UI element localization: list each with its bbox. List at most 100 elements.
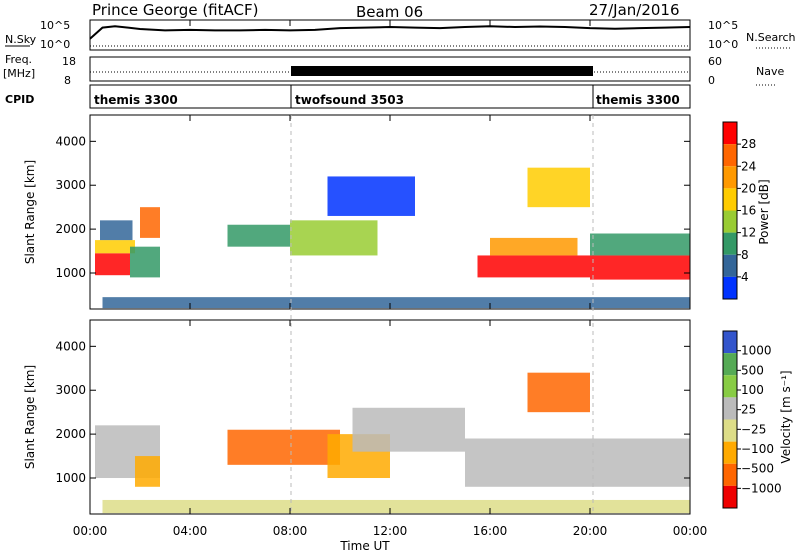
velocity-colorbar: 1000 500 100 25 −25 −100 −500 −1000 [722,330,782,509]
power-region-5 [227,224,290,247]
velocity-colorbar-swatch-1 [723,353,737,376]
power-colorbar-swatch-4 [723,210,737,233]
x-axis-label: Time UT [339,539,390,553]
velocity-colorbar-swatch-4 [723,419,737,442]
cpid-panel: CPID themis 3300 twofsound 3503 themis 3… [5,84,691,109]
x-tick-label-5: 20:00 [573,524,608,538]
x-tick-label-2: 08:00 [273,524,308,538]
power-colorbar-swatch-5 [723,232,737,255]
beam-title: Beam 06 [356,3,423,21]
velocity-region-1 [135,456,160,487]
power-region-3 [140,207,160,238]
power-region-4 [130,246,160,278]
x-tick-label-1: 04:00 [173,524,208,538]
power-region-12 [527,167,590,208]
power-colorbar-tick-label-6: 4 [741,270,749,284]
power-region-13 [102,297,690,309]
cpid-segment-3: themis 3300 [596,93,680,107]
power-y-label: Slant Range [km] [23,160,37,264]
cpid-segment-2: twofsound 3503 [295,93,404,107]
velocity-colorbar-swatch-0 [723,331,737,354]
power-ytick-label-0: 1000 [55,266,86,280]
power-colorbar: 28 24 20 16 12 8 4 [722,121,756,300]
power-ytick-label-1: 2000 [55,222,86,236]
velocity-colorbar-label: Velocity [m s⁻¹] [779,370,793,463]
power-panel: 1000 2000 3000 4000 Slant Range [km] 28 24 20… [23,114,771,310]
velocity-region-4 [352,407,465,452]
freq-label-line1: Freq. [5,53,32,66]
velocity-colorbar-swatch-6 [723,463,737,486]
power-colorbar-tick-label-0: 28 [741,137,756,151]
velocity-colorbar-tick-label-2: 100 [741,383,764,397]
frequency-panel-frame [89,56,691,82]
noise-search-label: N.Search [746,31,796,44]
cpid-label: CPID [5,93,34,106]
velocity-region-5 [465,438,690,487]
velocity-ytick-label-3: 4000 [55,339,86,353]
power-colorbar-swatch-2 [723,166,737,189]
power-colorbar-tick-label-2: 20 [741,181,756,195]
power-region-10 [590,255,690,280]
freq-right-top-tick: 60 [708,55,722,68]
velocity-ytick-label-2: 3000 [55,383,86,397]
x-tick-label-6: 00:00 [673,524,708,538]
power-region-7 [327,176,415,216]
date-title: 27/Jan/2016 [589,1,680,19]
power-colorbar-label: Power [dB] [757,179,771,244]
cpid-panel-frame [89,84,691,109]
station-title: Prince George (fitACF) [92,1,258,19]
power-colorbar-tick-label-4: 12 [741,226,756,240]
velocity-colorbar-tick-label-7: −1000 [741,481,782,495]
velocity-colorbar-tick-label-3: 25 [741,403,756,417]
velocity-colorbar-frame [722,330,738,509]
velocity-y-ticks: 1000 2000 3000 4000 [55,339,690,485]
freq-left-top-tick: 18 [62,55,76,68]
velocity-colorbar-tick-label-4: −25 [741,422,766,436]
velocity-panel: 1000 2000 3000 4000 Slant Range [km] 1000 50… [23,319,793,515]
velocity-y-label: Slant Range [km] [23,365,37,469]
velocity-ytick-label-0: 1000 [55,471,86,485]
noise-right-bottom-tick: 10^0 [708,38,738,51]
x-tick-label-3: 12:00 [373,524,408,538]
velocity-colorbar-tick-label-5: −100 [741,442,774,456]
freq-label-line2: [MHz] [3,67,35,80]
velocity-region-6 [527,372,590,413]
power-region-6 [290,220,378,256]
power-colorbar-tick-label-3: 16 [741,204,756,218]
noise-panel: N.Sky 10^5 10^0 10^5 10^0 N.Search [5,19,796,51]
power-colorbar-tick-label-1: 24 [741,159,756,173]
velocity-colorbar-swatch-5 [723,441,737,464]
velocity-region-7 [102,499,690,514]
velocity-ytick-label-1: 2000 [55,427,86,441]
nave-series-block [291,66,593,76]
x-axis-ticks: 00:00 04:00 08:00 12:00 16:00 20:00 00:00 [73,20,708,538]
noise-sky-series [89,25,691,40]
power-colorbar-tick-label-5: 8 [741,248,749,262]
power-colorbar-swatch-0 [723,122,737,145]
cpid-segment-1: themis 3300 [94,93,178,107]
velocity-colorbar-tick-label-6: −500 [741,462,774,476]
x-tick-label-4: 16:00 [473,524,508,538]
noise-sky-label: N.Sky [5,33,37,46]
power-ytick-label-3: 4000 [55,134,86,148]
x-tick-label-0: 00:00 [73,524,108,538]
power-region-8 [477,255,590,278]
power-colorbar-swatch-1 [723,144,737,167]
velocity-colorbar-tick-label-1: 500 [741,363,764,377]
velocity-heatmap [95,372,690,514]
power-region-2 [100,220,133,241]
velocity-colorbar-swatch-7 [723,485,737,508]
power-region-9 [490,237,578,256]
power-region-1 [95,240,135,254]
noise-left-top-tick: 10^5 [40,19,70,32]
velocity-colorbar-swatch-2 [723,375,737,398]
noise-left-bottom-tick: 10^0 [40,38,70,51]
power-colorbar-swatch-7 [723,276,737,299]
velocity-colorbar-tick-label-0: 1000 [741,344,772,358]
power-region-0 [95,253,130,276]
power-y-ticks: 1000 2000 3000 4000 [55,134,690,280]
power-ytick-label-2: 3000 [55,178,86,192]
power-colorbar-swatch-3 [723,188,737,211]
freq-left-bottom-tick: 8 [64,74,71,87]
